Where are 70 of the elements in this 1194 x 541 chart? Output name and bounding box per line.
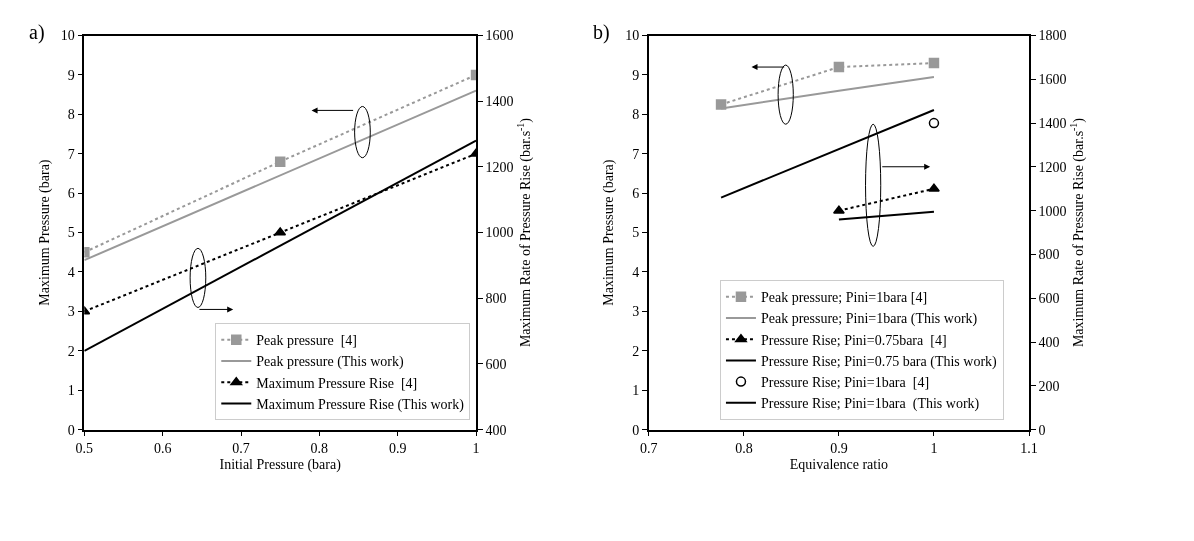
legend-label: Peak pressure [4] (256, 333, 357, 349)
legend-label: Pressure Rise; Pini=0.75 bara (This work) (760, 353, 998, 370)
x-tick-label: 0.9 (830, 441, 848, 457)
legend-label: Pressure Rise; Pini=1bara [4] (760, 375, 930, 391)
y-tick-label: 4 (67, 264, 75, 280)
x-tick-label: 0.6 (153, 441, 172, 457)
legend-label: Pressure Rise; Pini=1bara (This work) (760, 396, 980, 413)
point (833, 61, 845, 73)
y2-tick-label: 800 (1038, 247, 1060, 263)
y-tick-label: 10 (60, 28, 75, 44)
x-tick-label: 1 (472, 441, 480, 457)
x-tick-label: 1 (930, 441, 938, 457)
y2-tick-label: 0 (1038, 422, 1046, 438)
x-axis-title: Equivalence ratio (789, 456, 889, 472)
x-tick-label: 0.7 (232, 441, 250, 457)
y2-tick-label: 1200 (485, 159, 514, 175)
text: b) (593, 21, 610, 44)
y-tick-label: 6 (632, 186, 640, 202)
y2-tick-label: 800 (485, 291, 507, 307)
y-axis-title: Maximum Pressure (bara) (601, 159, 618, 306)
x-axis-title: Initial Pressure (bara) (219, 456, 342, 473)
y-tick-label: 2 (632, 343, 640, 359)
point (715, 99, 727, 110)
y-tick-label: 8 (632, 107, 640, 123)
y-tick-label: 0 (632, 422, 640, 438)
y2-tick-label: 1600 (1038, 72, 1067, 88)
y-tick-label: 5 (67, 225, 75, 241)
y2-tick-label: 1600 (485, 28, 514, 44)
y2-tick-label: 400 (485, 422, 507, 438)
y-tick-label: 6 (67, 186, 75, 202)
legend-label: Peak pressure (This work) (256, 354, 404, 371)
y-tick-label: 9 (67, 67, 75, 83)
y-tick-label: 5 (632, 225, 640, 241)
legend-label: Peak pressure; Pini=1bara [4] (760, 290, 928, 306)
y2-tick-label: 1400 (1038, 116, 1067, 131)
y2-tick-label: 1000 (485, 225, 514, 241)
y-axis-title: Maximum Pressure (bara) (36, 159, 53, 306)
y-tick-label: 1 (632, 383, 640, 399)
y2-tick-label: 600 (1038, 291, 1060, 307)
x-tick-label: 1.1 (1020, 441, 1038, 457)
x-tick-label: 0.9 (388, 441, 407, 457)
y2-tick-label: 600 (485, 356, 507, 372)
y2-tick-label: 1400 (485, 94, 514, 110)
legend-label: Maximum Pressure Rise (This work) (256, 396, 465, 413)
y-tick-label: 3 (632, 304, 640, 320)
y-tick-label: 7 (67, 146, 75, 162)
y2-tick-label: 200 (1038, 378, 1060, 394)
y-tick-label: 4 (632, 264, 640, 280)
y-tick-label: 8 (67, 107, 75, 123)
y-tick-label: 7 (632, 146, 640, 162)
y-tick-label: 2 (67, 343, 75, 359)
legend-label: Maximum Pressure Rise [4] (256, 375, 418, 391)
y2-tick-label: 1000 (1038, 203, 1067, 219)
x-tick-label: 0.8 (735, 441, 753, 457)
legend-label: Pressure Rise; Pini=0.75bara [4] (760, 332, 947, 348)
x-tick-label: 0.5 (75, 441, 94, 457)
y2-tick-label: 1800 (1038, 28, 1067, 44)
y-tick-label: 3 (67, 304, 75, 320)
y-tick-label: 0 (67, 422, 75, 438)
legend-label: Peak pressure; Pini=1bara (This work) (760, 311, 978, 328)
y-tick-label: 9 (632, 67, 640, 83)
point (928, 57, 940, 69)
point (928, 117, 940, 129)
x-tick-label: 0.7 (640, 441, 658, 457)
y-tick-label: 10 (625, 28, 640, 44)
y2-tick-label: 400 (1038, 334, 1060, 350)
y-tick-label: 1 (67, 383, 75, 399)
y2-tick-label: 1200 (1038, 159, 1067, 175)
text: a) (29, 21, 45, 44)
x-tick-label: 0.8 (310, 441, 329, 457)
